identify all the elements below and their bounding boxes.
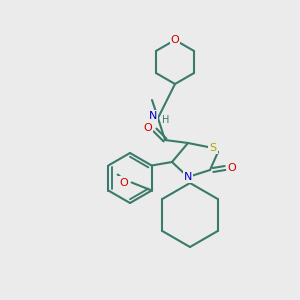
- Text: O: O: [171, 35, 179, 45]
- Text: H: H: [162, 115, 169, 125]
- Text: O: O: [119, 178, 128, 188]
- Text: N: N: [149, 111, 157, 121]
- Text: O: O: [144, 123, 152, 133]
- Text: S: S: [209, 143, 217, 153]
- Text: N: N: [184, 172, 192, 182]
- Text: O: O: [228, 163, 236, 173]
